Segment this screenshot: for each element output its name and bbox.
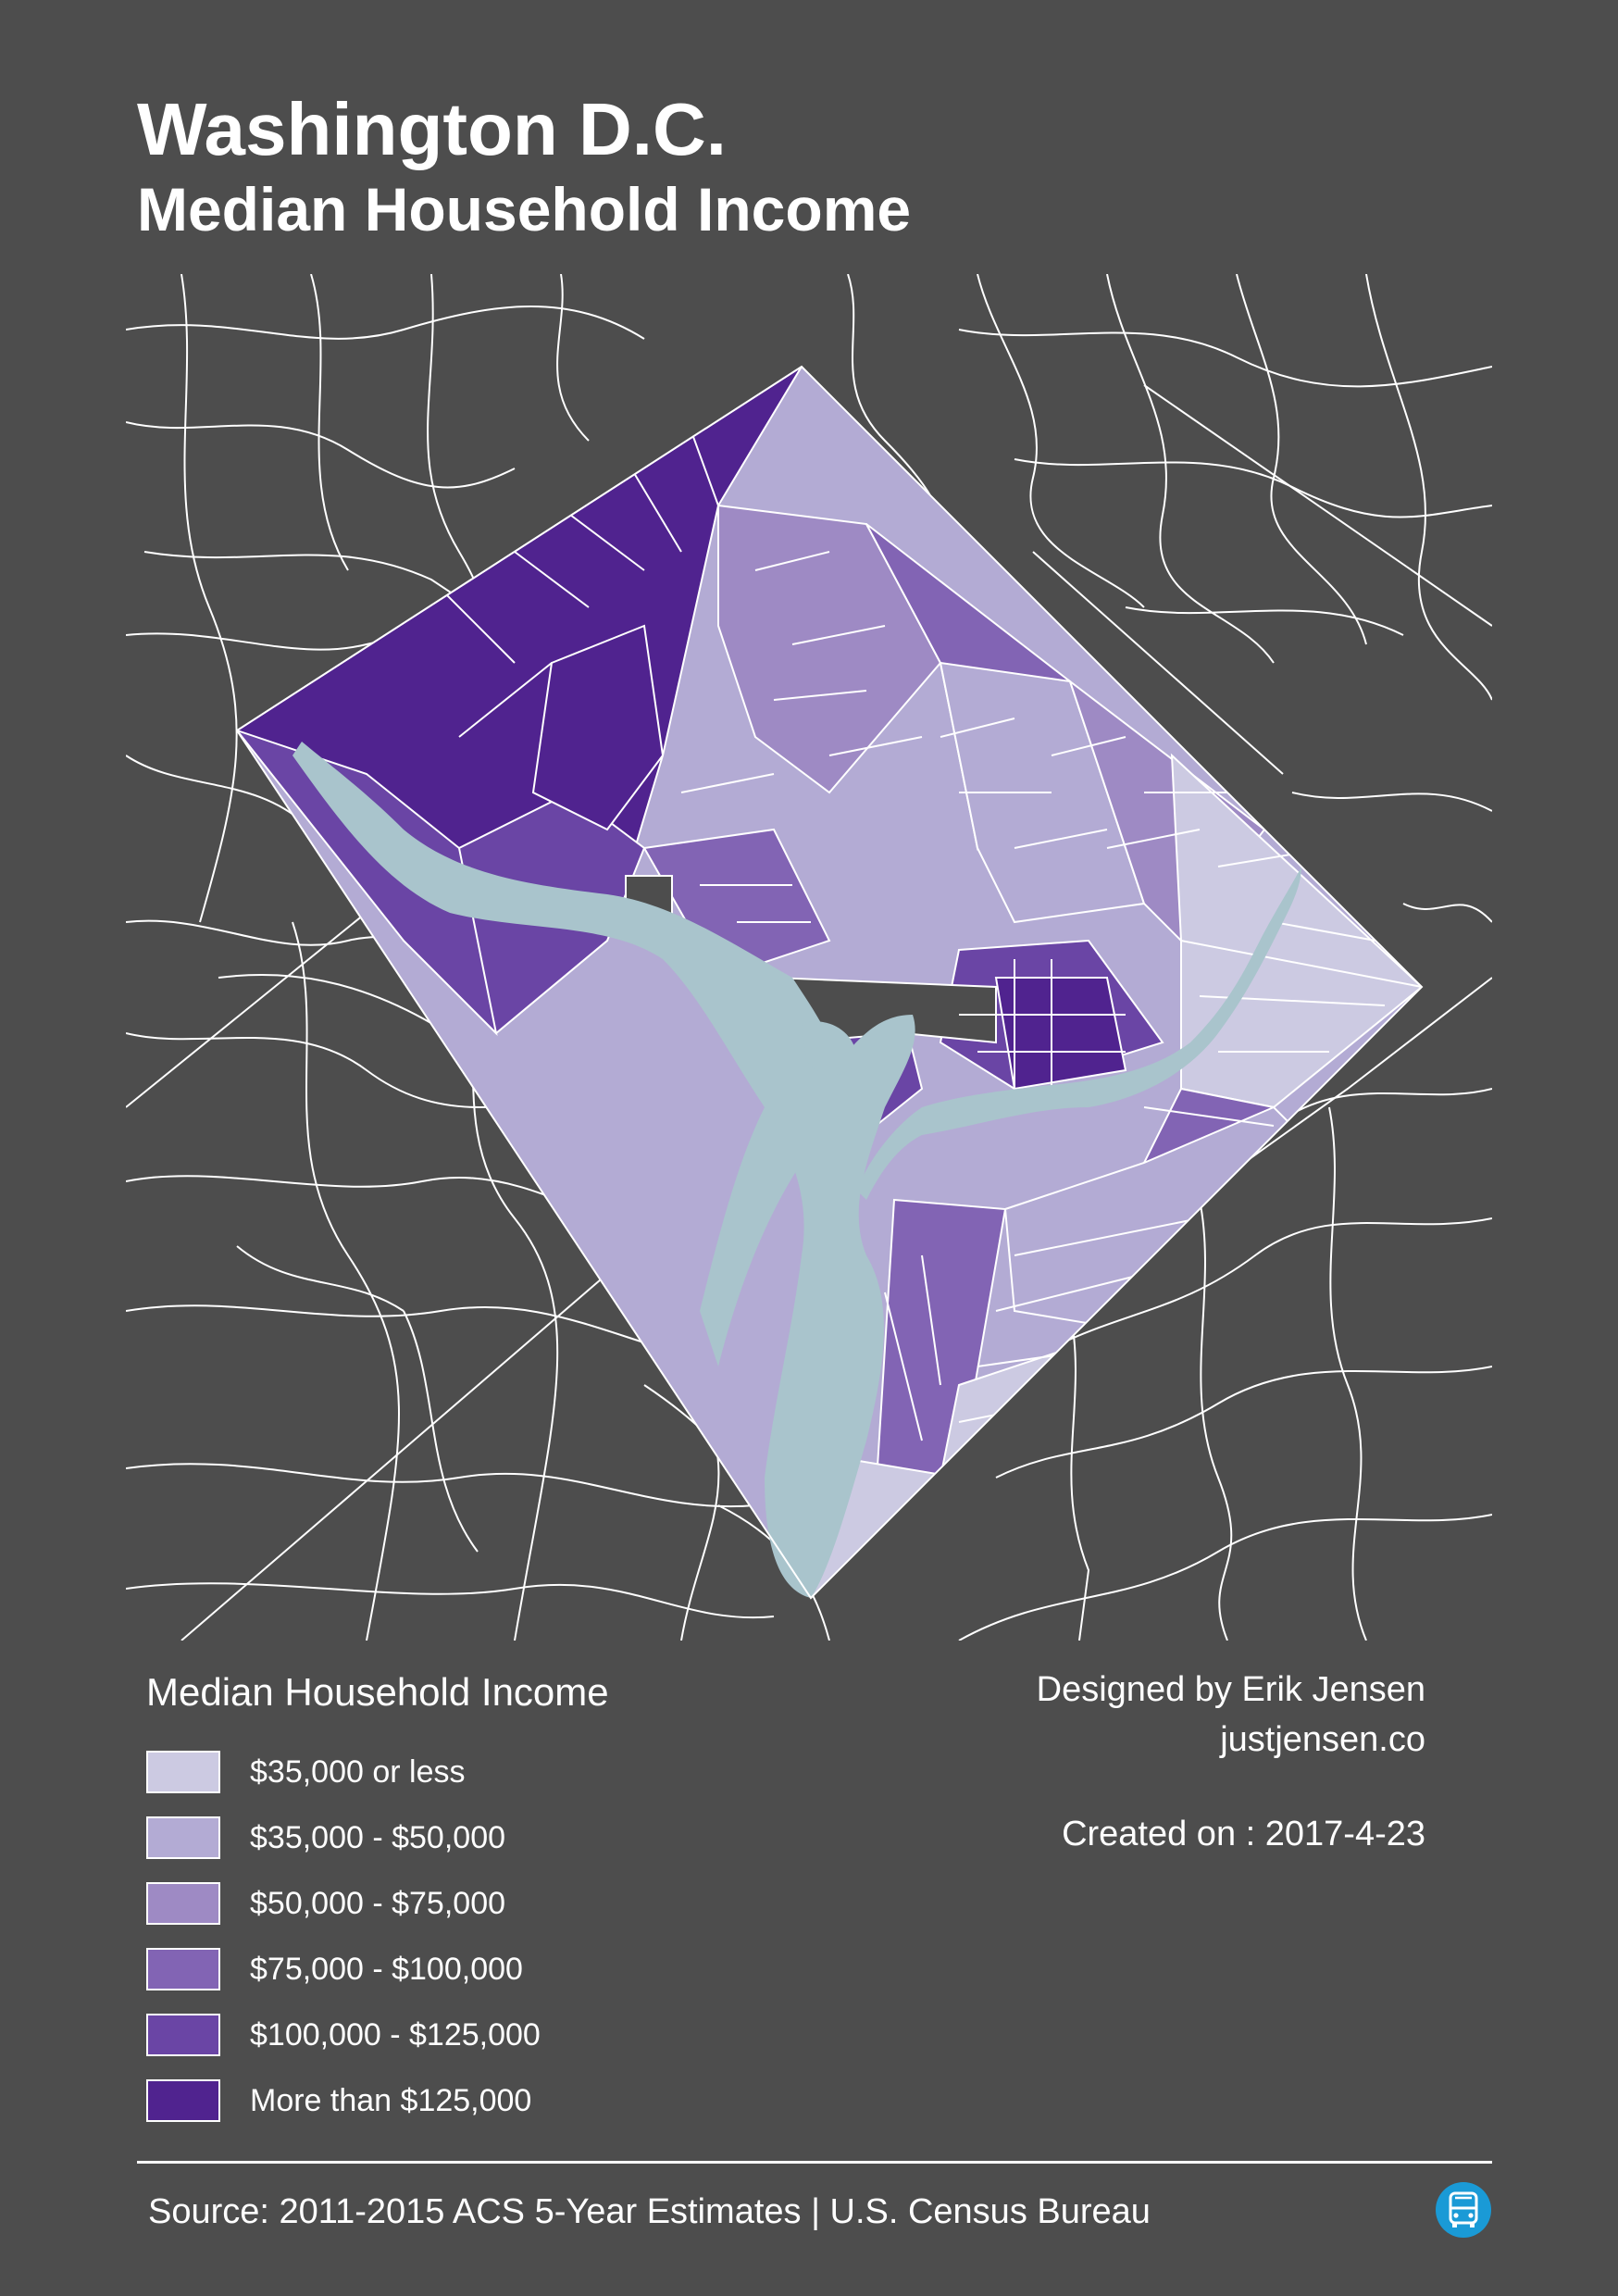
potomac-channel bbox=[700, 1107, 802, 1366]
income-legend: Median Household Income $35,000 or less … bbox=[146, 1666, 850, 2133]
legend-item: $50,000 - $75,000 bbox=[146, 1870, 850, 1936]
legend-item: More than $125,000 bbox=[146, 2067, 850, 2133]
bus-icon bbox=[1435, 2181, 1492, 2239]
legend-label: $100,000 - $125,000 bbox=[250, 2016, 541, 2053]
anacostia-lower bbox=[857, 1107, 922, 1200]
tract-boundaries bbox=[366, 403, 1386, 1441]
designer-credit: Designed by Erik Jensen bbox=[1036, 1670, 1425, 1709]
potomac-upper bbox=[292, 742, 915, 1598]
legend-label: $35,000 - $50,000 bbox=[250, 1819, 506, 1855]
created-date: Created on : 2017-4-23 bbox=[1062, 1815, 1425, 1853]
surrounding-roads bbox=[126, 274, 1492, 1641]
legend-swatch bbox=[146, 1816, 220, 1859]
legend-item: $35,000 - $50,000 bbox=[146, 1804, 850, 1870]
tidal-basin bbox=[802, 1021, 857, 1075]
legend-swatch bbox=[146, 1947, 220, 1990]
legend-swatch bbox=[146, 2078, 220, 2122]
legend-label: $75,000 - $100,000 bbox=[250, 1951, 523, 1987]
legend-swatch bbox=[146, 1750, 220, 1793]
map-subtitle: Median Household Income bbox=[137, 175, 912, 243]
legend-swatch bbox=[146, 1881, 220, 1925]
footer-divider bbox=[137, 2161, 1492, 2164]
legend-title: Median Household Income bbox=[146, 1670, 609, 1714]
tracts-west-mid bbox=[531, 624, 665, 831]
tracts-northwest-middle bbox=[237, 728, 498, 1037]
legend-item: $35,000 or less bbox=[146, 1739, 850, 1804]
legend-label: $50,000 - $75,000 bbox=[250, 1885, 506, 1921]
potomac-and-anacostia-rivers bbox=[292, 742, 1301, 1598]
choropleth-map bbox=[126, 274, 1492, 1641]
legend-swatch bbox=[146, 2013, 220, 2056]
legend-item: $100,000 - $125,000 bbox=[146, 2002, 850, 2067]
source-citation: Source: 2011-2015 ACS 5-Year Estimates |… bbox=[148, 2192, 1151, 2231]
website-link[interactable]: justjensen.co bbox=[1220, 1720, 1425, 1759]
legend-label: $35,000 or less bbox=[250, 1753, 466, 1790]
dc-boundary bbox=[235, 365, 1424, 1600]
credits-block: Designed by Erik Jensen justjensen.co Cr… bbox=[1037, 1665, 1425, 1859]
anacostia-river bbox=[922, 867, 1301, 1135]
legend-item: $75,000 - $100,000 bbox=[146, 1936, 850, 2002]
map-title: Washington D.C. bbox=[137, 88, 727, 170]
legend-label: More than $125,000 bbox=[250, 2082, 532, 2118]
